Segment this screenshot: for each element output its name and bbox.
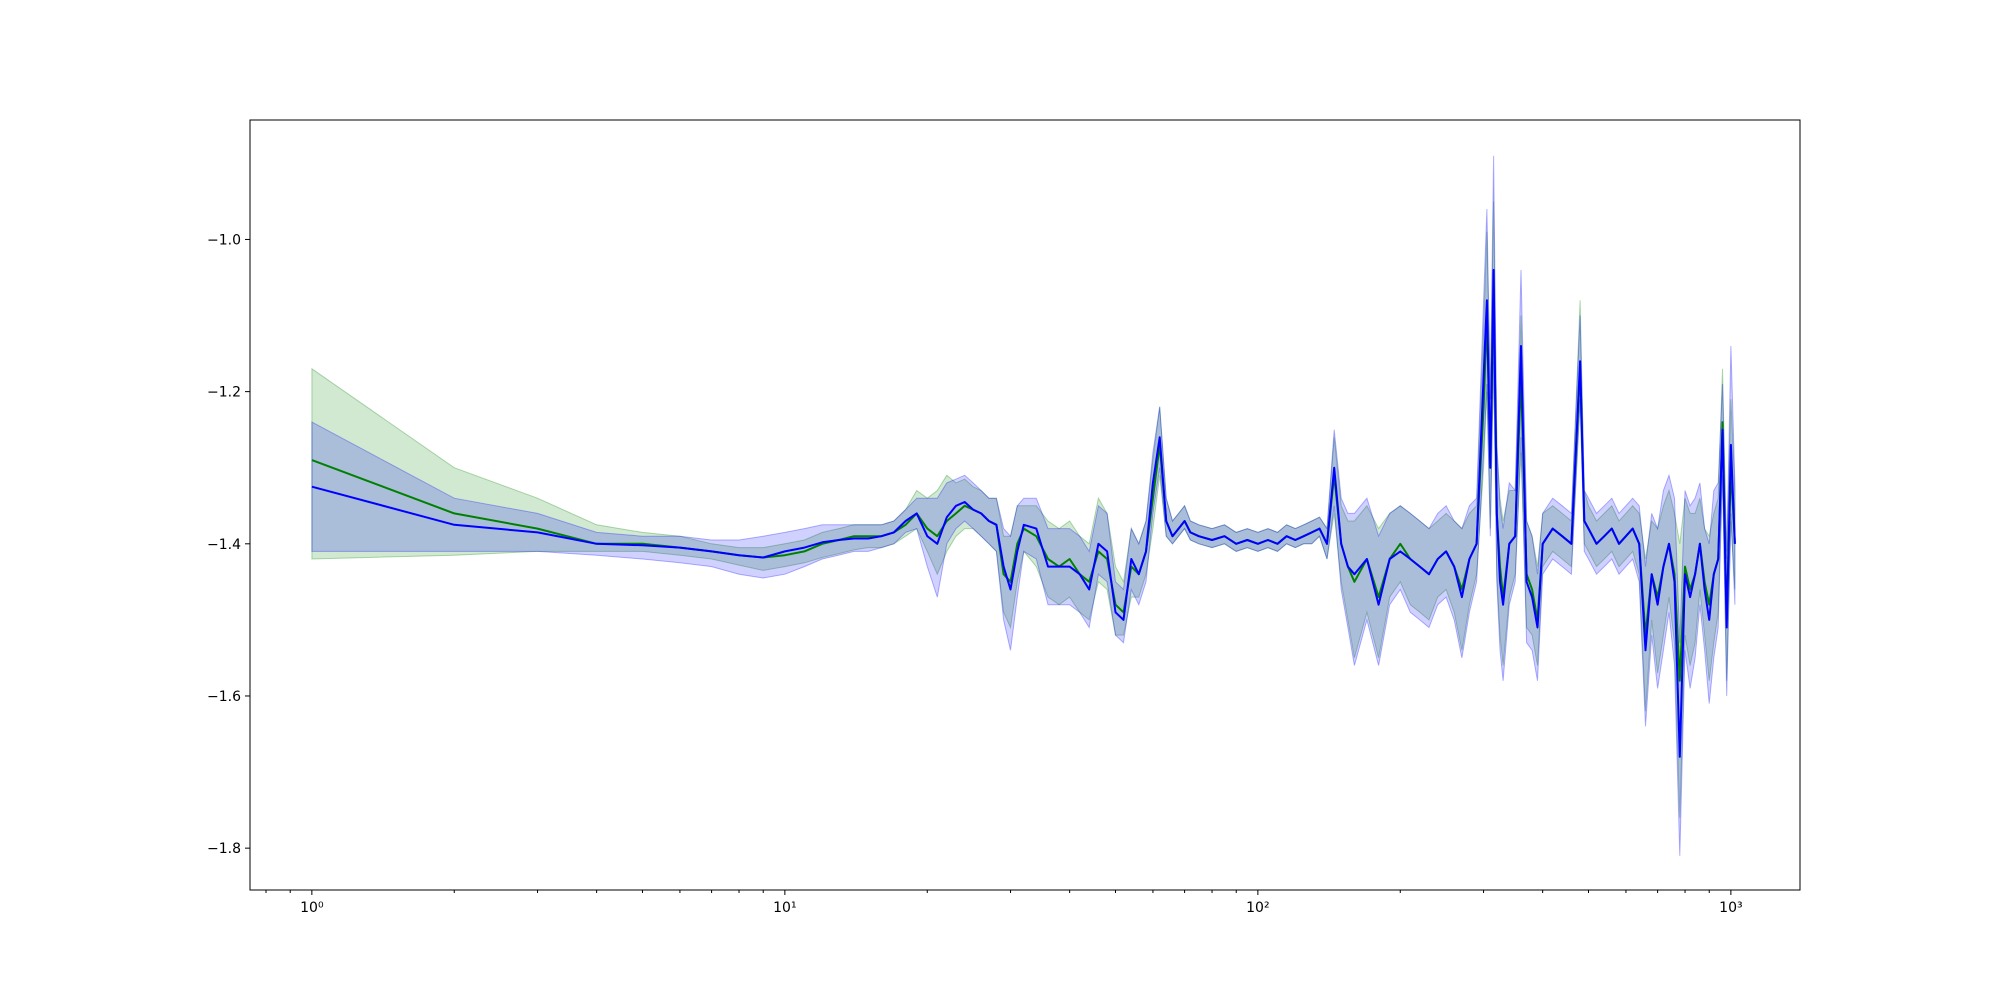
y-tick-label: −1.4 (207, 537, 241, 553)
y-tick-label: −1.0 (207, 232, 241, 248)
x-tick-label: 10² (1246, 900, 1269, 916)
x-tick-label: 10³ (1719, 900, 1742, 916)
series-1-band (311, 155, 1736, 856)
plot-frame (249, 119, 1801, 891)
series-lines (311, 268, 1736, 758)
x-tick-label: 10¹ (773, 900, 796, 916)
y-tick-label: −1.8 (207, 841, 241, 857)
y-tick-label: −1.6 (207, 689, 241, 705)
series-0-band (311, 201, 1736, 818)
confidence-bands (311, 155, 1736, 856)
series-1-line (311, 268, 1736, 758)
x-tick-label: 10⁰ (300, 900, 324, 916)
y-tick-label: −1.2 (207, 385, 241, 401)
y-axis-ticks: −1.0 −1.2 −1.4 −1.6 −1.8 (207, 232, 250, 857)
